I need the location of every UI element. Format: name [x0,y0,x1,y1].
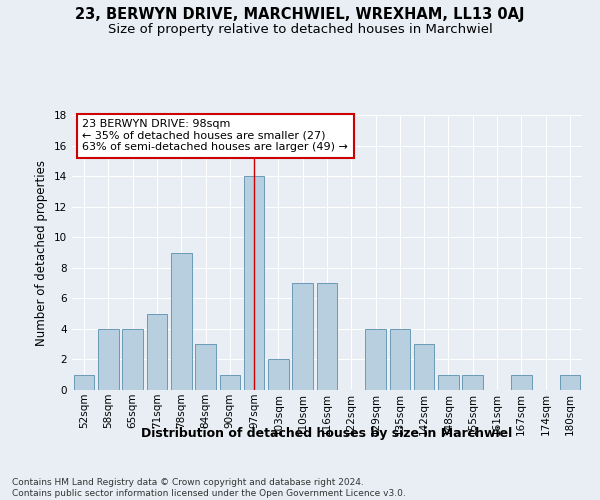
Bar [414,344,434,390]
Bar [463,374,483,390]
Bar [244,176,265,390]
Text: Size of property relative to detached houses in Marchwiel: Size of property relative to detached ho… [107,22,493,36]
Bar [389,329,410,390]
Bar [74,374,94,390]
Bar [146,314,167,390]
Bar [195,344,216,390]
Bar [268,360,289,390]
Text: Distribution of detached houses by size in Marchwiel: Distribution of detached houses by size … [142,428,512,440]
Bar [438,374,459,390]
Bar [122,329,143,390]
Bar [365,329,386,390]
Y-axis label: Number of detached properties: Number of detached properties [35,160,49,346]
Bar [511,374,532,390]
Text: 23 BERWYN DRIVE: 98sqm
← 35% of detached houses are smaller (27)
63% of semi-det: 23 BERWYN DRIVE: 98sqm ← 35% of detached… [82,119,348,152]
Bar [171,252,191,390]
Bar [220,374,240,390]
Text: 23, BERWYN DRIVE, MARCHWIEL, WREXHAM, LL13 0AJ: 23, BERWYN DRIVE, MARCHWIEL, WREXHAM, LL… [75,8,525,22]
Bar [292,283,313,390]
Bar [317,283,337,390]
Bar [98,329,119,390]
Bar [560,374,580,390]
Text: Contains HM Land Registry data © Crown copyright and database right 2024.
Contai: Contains HM Land Registry data © Crown c… [12,478,406,498]
